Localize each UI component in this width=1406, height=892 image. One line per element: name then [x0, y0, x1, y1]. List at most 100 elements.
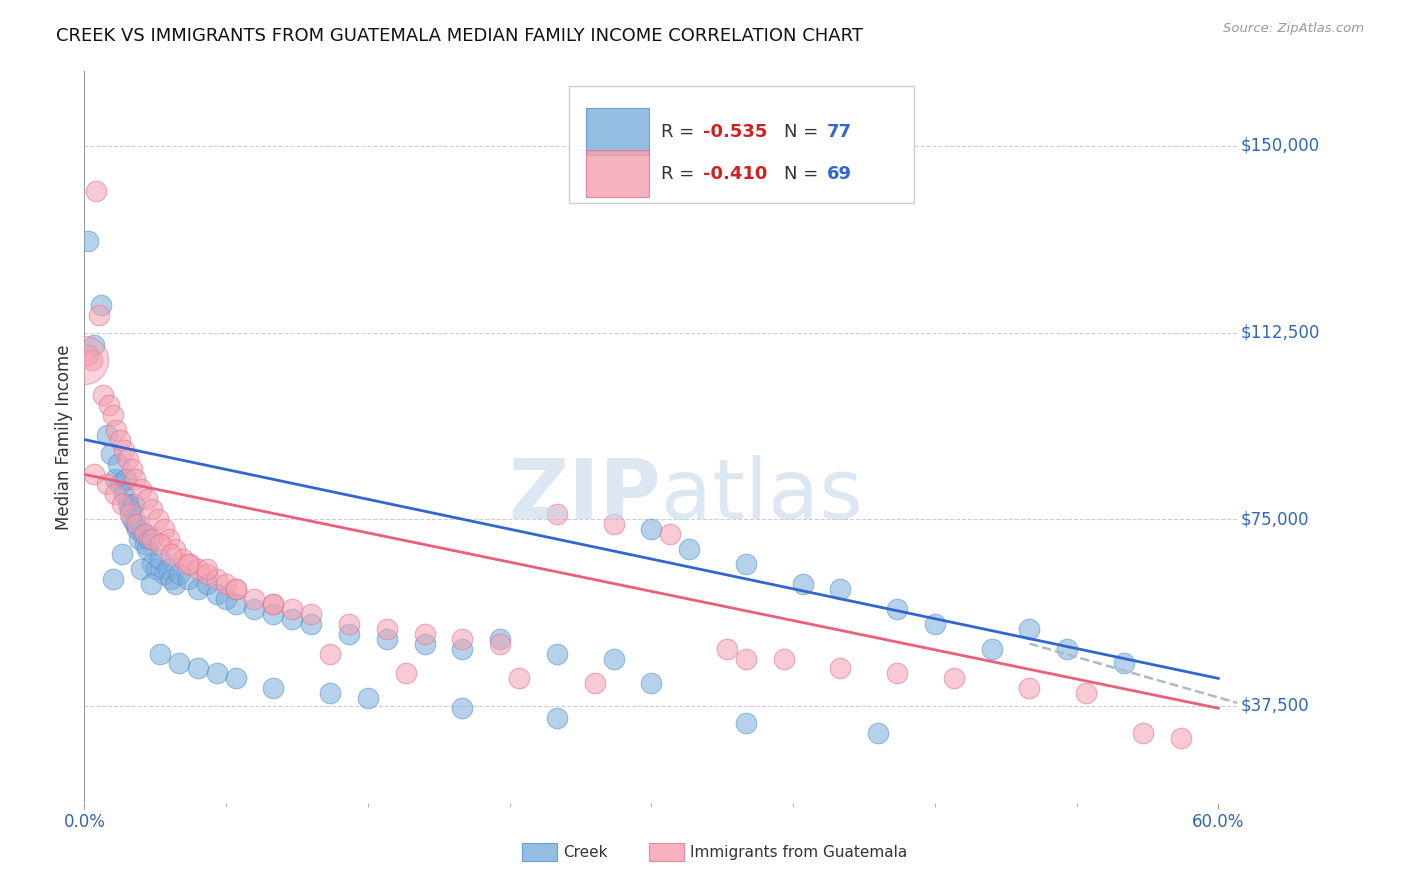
Point	[134, 537, 156, 551]
Point	[91, 388, 114, 402]
Point	[89, 308, 111, 322]
Text: R =: R =	[661, 123, 700, 141]
Point	[924, 616, 946, 631]
Bar	[523, 843, 557, 862]
Point	[135, 542, 157, 557]
Point	[299, 616, 322, 631]
Point	[107, 458, 129, 472]
Point	[451, 632, 474, 646]
Point	[319, 686, 342, 700]
Point	[187, 562, 209, 576]
Point	[262, 607, 284, 621]
Point	[146, 512, 169, 526]
Point	[177, 557, 200, 571]
Point	[156, 562, 179, 576]
Text: -0.410: -0.410	[703, 165, 768, 183]
Point	[195, 566, 218, 581]
Point	[152, 522, 174, 536]
Bar	[568, 86, 914, 203]
Bar	[650, 843, 683, 862]
Text: atlas: atlas	[661, 455, 862, 536]
Point	[337, 626, 360, 640]
Point	[122, 497, 145, 511]
Point	[115, 472, 138, 486]
Point	[395, 666, 418, 681]
Text: 69: 69	[827, 165, 852, 183]
Point	[602, 651, 624, 665]
Point	[792, 577, 814, 591]
Point	[451, 701, 474, 715]
Point	[83, 467, 105, 482]
Point	[149, 647, 172, 661]
Point	[84, 184, 107, 198]
Point	[886, 601, 908, 615]
Point	[112, 442, 135, 457]
Point	[132, 527, 155, 541]
Point	[135, 492, 157, 507]
Point	[157, 532, 180, 546]
Point	[121, 462, 143, 476]
Point	[215, 591, 238, 606]
Point	[205, 666, 228, 681]
Point	[1018, 622, 1040, 636]
Point	[141, 557, 163, 571]
Text: R =: R =	[661, 165, 700, 183]
Point	[640, 676, 662, 690]
Point	[77, 234, 100, 248]
Point	[1074, 686, 1097, 700]
Y-axis label: Median Family Income: Median Family Income	[55, 344, 73, 530]
Point	[83, 338, 105, 352]
Text: CREEK VS IMMIGRANTS FROM GUATEMALA MEDIAN FAMILY INCOME CORRELATION CHART: CREEK VS IMMIGRANTS FROM GUATEMALA MEDIA…	[56, 27, 863, 45]
Point	[357, 691, 380, 706]
Point	[583, 676, 606, 690]
Point	[149, 552, 172, 566]
Point	[205, 587, 228, 601]
Point	[80, 353, 103, 368]
Point	[205, 572, 228, 586]
Point	[489, 632, 512, 646]
Point	[160, 547, 183, 561]
Point	[489, 636, 512, 650]
Point	[262, 597, 284, 611]
Point	[172, 552, 194, 566]
Bar	[586, 108, 650, 155]
Point	[149, 537, 172, 551]
Point	[262, 681, 284, 696]
Point	[105, 423, 128, 437]
Point	[195, 562, 218, 576]
Point	[129, 483, 152, 497]
Text: Creek: Creek	[562, 845, 607, 860]
Point	[716, 641, 738, 656]
Point	[96, 427, 118, 442]
Text: ZIP: ZIP	[509, 455, 661, 536]
Point	[546, 647, 568, 661]
Point	[413, 626, 436, 640]
Point	[100, 448, 122, 462]
Text: Immigrants from Guatemala: Immigrants from Guatemala	[690, 845, 907, 860]
Point	[734, 716, 756, 731]
Point	[319, 647, 342, 661]
Point	[101, 408, 124, 422]
Point	[127, 522, 149, 536]
Point	[225, 672, 247, 686]
Point	[177, 572, 200, 586]
Point	[942, 672, 965, 686]
Point	[281, 601, 304, 615]
Point	[187, 661, 209, 675]
Text: $112,500: $112,500	[1240, 324, 1320, 342]
Point	[868, 726, 890, 740]
Point	[451, 641, 474, 656]
Point	[111, 497, 134, 511]
Point	[139, 577, 162, 591]
Point	[152, 566, 174, 581]
Point	[375, 632, 398, 646]
Point	[111, 547, 134, 561]
Point	[413, 636, 436, 650]
Point	[160, 572, 183, 586]
Text: -0.535: -0.535	[703, 123, 768, 141]
Point	[127, 517, 149, 532]
Point	[145, 562, 167, 576]
Point	[886, 666, 908, 681]
Point	[73, 353, 96, 368]
Point	[77, 348, 100, 362]
